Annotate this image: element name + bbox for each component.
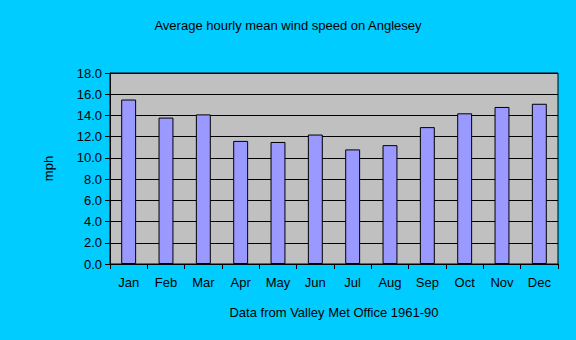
svg-text:8.0: 8.0 [84, 172, 102, 187]
svg-text:12.0: 12.0 [77, 129, 102, 144]
svg-text:0.0: 0.0 [84, 257, 102, 272]
svg-text:10.0: 10.0 [77, 150, 102, 165]
svg-text:Oct: Oct [455, 275, 476, 290]
svg-text:4.0: 4.0 [84, 214, 102, 229]
svg-text:Aug: Aug [378, 275, 401, 290]
svg-text:16.0: 16.0 [77, 87, 102, 102]
svg-text:mph: mph [41, 156, 56, 181]
svg-text:6.0: 6.0 [84, 193, 102, 208]
svg-text:Apr: Apr [231, 275, 252, 290]
svg-text:Jul: Jul [344, 275, 361, 290]
svg-text:Feb: Feb [155, 275, 177, 290]
svg-text:2.0: 2.0 [84, 235, 102, 250]
svg-text:Dec: Dec [528, 275, 552, 290]
svg-text:Jun: Jun [305, 275, 326, 290]
svg-text:Mar: Mar [192, 275, 215, 290]
svg-text:Average hourly mean wind speed: Average hourly mean wind speed on Angles… [154, 18, 422, 33]
svg-text:14.0: 14.0 [77, 108, 102, 123]
svg-text:Data from Valley Met Office 19: Data from Valley Met Office 1961-90 [229, 305, 438, 320]
svg-text:Jan: Jan [118, 275, 139, 290]
svg-text:Nov: Nov [490, 275, 514, 290]
svg-text:Sep: Sep [416, 275, 439, 290]
svg-text:May: May [266, 275, 291, 290]
svg-text:18.0: 18.0 [77, 66, 102, 81]
